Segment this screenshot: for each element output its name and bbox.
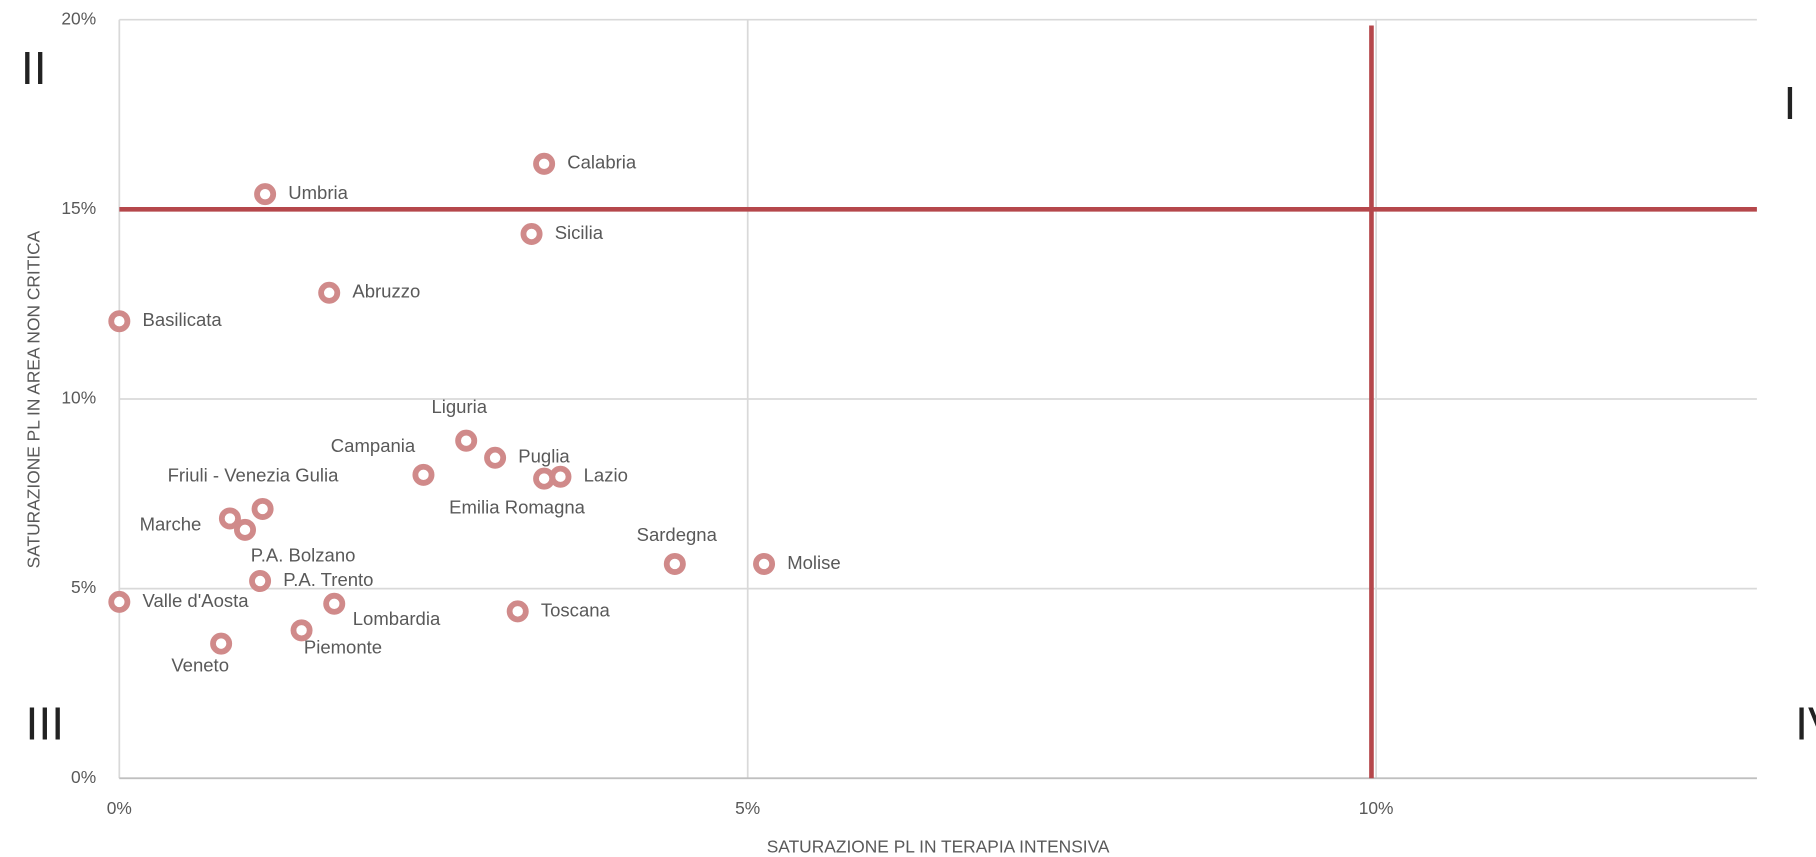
- point-label: Marche: [140, 513, 202, 534]
- x-tick-label: 5%: [735, 798, 760, 818]
- point: [251, 497, 274, 520]
- point-label: Sicilia: [555, 222, 604, 243]
- point: [506, 600, 529, 623]
- point-label: Abruzzo: [352, 281, 420, 302]
- y-tick-label: 20%: [61, 8, 96, 28]
- point-label: Lombardia: [353, 608, 441, 629]
- quadrant-label: I: [1784, 77, 1797, 129]
- y-tick-label: 5%: [71, 577, 96, 597]
- point-label: Veneto: [171, 655, 229, 676]
- x-tick-label: 0%: [107, 798, 132, 818]
- y-axis-title: SATURAZIONE PL IN AREA NON CRITICA: [23, 230, 43, 568]
- point: [533, 467, 556, 490]
- point-label: P.A. Trento: [283, 569, 373, 590]
- point: [323, 592, 346, 615]
- point: [218, 507, 241, 530]
- x-tick-label: 10%: [1359, 798, 1394, 818]
- x-axis-title: SATURAZIONE PL IN TERAPIA INTENSIVA: [767, 836, 1110, 856]
- point-label: Umbria: [288, 182, 348, 203]
- point-label: Valle d'Aosta: [142, 590, 249, 611]
- point-label: Molise: [787, 552, 841, 573]
- point-label: Emilia Romagna: [449, 497, 586, 518]
- point-label: Toscana: [541, 599, 611, 620]
- y-tick-label: 15%: [61, 198, 96, 218]
- point-label: Sardegna: [637, 524, 718, 545]
- point: [533, 152, 556, 175]
- point: [108, 590, 131, 613]
- point-label: Basilicata: [142, 309, 222, 330]
- point-label: Liguria: [431, 396, 487, 417]
- point: [234, 518, 257, 541]
- point-label: Campania: [331, 435, 416, 456]
- point: [254, 183, 277, 206]
- point: [484, 446, 507, 469]
- point: [249, 570, 272, 593]
- point: [290, 619, 313, 642]
- point-label: Piemonte: [304, 637, 382, 658]
- point: [753, 552, 776, 575]
- point-label: Friuli - Venezia Gulia: [168, 464, 340, 485]
- quadrant-label: III: [26, 698, 65, 750]
- y-tick-label: 0%: [71, 767, 96, 787]
- point: [108, 310, 131, 333]
- point-label: Lazio: [584, 465, 628, 486]
- quadrant-label: IV: [1795, 698, 1816, 750]
- point: [412, 463, 435, 486]
- point: [520, 222, 543, 245]
- point-label: P.A. Bolzano: [251, 544, 356, 565]
- y-tick-label: 10%: [61, 388, 96, 408]
- point-label: Calabria: [567, 152, 637, 173]
- point: [318, 281, 341, 304]
- quadrant-label: II: [21, 42, 47, 94]
- point: [455, 429, 478, 452]
- point: [210, 632, 233, 655]
- point-label: Puglia: [518, 446, 570, 467]
- point: [663, 552, 686, 575]
